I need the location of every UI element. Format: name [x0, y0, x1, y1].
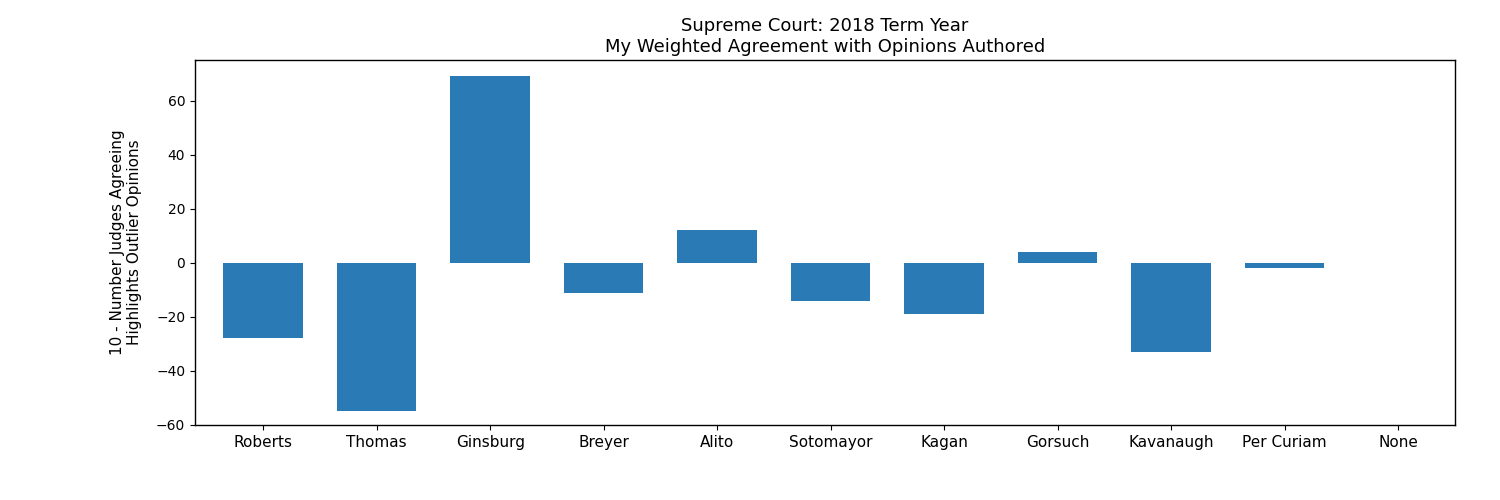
- Bar: [790, 263, 870, 300]
- Bar: [1019, 252, 1098, 263]
- Bar: [224, 263, 303, 338]
- Y-axis label: 10 - Number Judges Agreeing
Highlights Outlier Opinions: 10 - Number Judges Agreeing Highlights O…: [110, 130, 142, 356]
- Bar: [1131, 263, 1210, 352]
- Bar: [564, 263, 644, 292]
- Bar: [678, 230, 758, 263]
- Bar: [338, 263, 417, 412]
- Bar: [450, 76, 530, 263]
- Title: Supreme Court: 2018 Term Year
My Weighted Agreement with Opinions Authored: Supreme Court: 2018 Term Year My Weighte…: [604, 17, 1046, 56]
- Bar: [904, 263, 984, 314]
- Bar: [1245, 263, 1324, 268]
